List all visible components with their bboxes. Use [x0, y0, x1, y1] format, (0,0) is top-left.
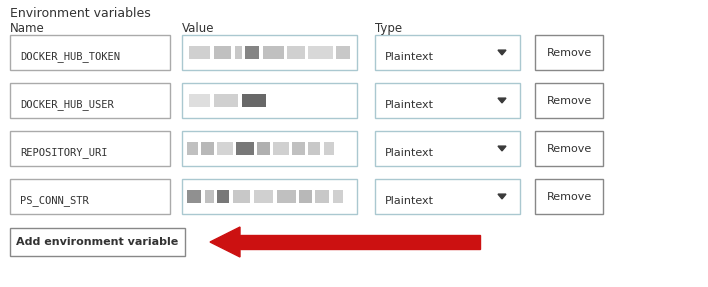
FancyBboxPatch shape: [10, 35, 170, 70]
FancyBboxPatch shape: [245, 46, 259, 59]
FancyBboxPatch shape: [234, 46, 241, 59]
FancyBboxPatch shape: [273, 142, 289, 155]
Text: Plaintext: Plaintext: [385, 148, 434, 158]
FancyBboxPatch shape: [10, 179, 170, 214]
Polygon shape: [240, 235, 480, 249]
Text: DOCKER_HUB_TOKEN: DOCKER_HUB_TOKEN: [20, 51, 120, 62]
Polygon shape: [498, 194, 506, 199]
FancyBboxPatch shape: [299, 190, 312, 203]
FancyBboxPatch shape: [535, 35, 603, 70]
FancyBboxPatch shape: [333, 190, 343, 203]
Polygon shape: [498, 98, 506, 103]
Polygon shape: [210, 227, 240, 257]
FancyBboxPatch shape: [375, 131, 520, 166]
FancyBboxPatch shape: [233, 190, 250, 203]
FancyBboxPatch shape: [375, 83, 520, 118]
FancyBboxPatch shape: [253, 190, 273, 203]
Text: Plaintext: Plaintext: [385, 100, 434, 110]
FancyBboxPatch shape: [187, 190, 201, 203]
Polygon shape: [498, 146, 506, 151]
FancyBboxPatch shape: [10, 228, 185, 256]
Text: Plaintext: Plaintext: [385, 51, 434, 61]
FancyBboxPatch shape: [336, 46, 350, 59]
FancyBboxPatch shape: [189, 46, 210, 59]
FancyBboxPatch shape: [535, 83, 603, 118]
FancyBboxPatch shape: [535, 179, 603, 214]
Text: REPOSITORY_URI: REPOSITORY_URI: [20, 147, 108, 158]
FancyBboxPatch shape: [257, 142, 270, 155]
Text: Value: Value: [182, 22, 215, 35]
FancyBboxPatch shape: [263, 46, 283, 59]
FancyBboxPatch shape: [214, 46, 231, 59]
FancyBboxPatch shape: [308, 142, 320, 155]
FancyBboxPatch shape: [214, 94, 238, 107]
Text: PS_CONN_STR: PS_CONN_STR: [20, 195, 88, 206]
FancyBboxPatch shape: [217, 190, 229, 203]
FancyBboxPatch shape: [535, 131, 603, 166]
FancyBboxPatch shape: [182, 131, 357, 166]
FancyBboxPatch shape: [308, 46, 333, 59]
FancyBboxPatch shape: [217, 142, 233, 155]
FancyBboxPatch shape: [287, 46, 304, 59]
Text: Remove: Remove: [547, 96, 592, 106]
Text: Remove: Remove: [547, 191, 592, 201]
FancyBboxPatch shape: [205, 190, 214, 203]
FancyBboxPatch shape: [375, 179, 520, 214]
FancyBboxPatch shape: [277, 190, 296, 203]
Text: Remove: Remove: [547, 144, 592, 154]
FancyBboxPatch shape: [187, 142, 198, 155]
FancyBboxPatch shape: [182, 35, 357, 70]
FancyBboxPatch shape: [182, 83, 357, 118]
FancyBboxPatch shape: [315, 190, 329, 203]
FancyBboxPatch shape: [236, 142, 253, 155]
Text: Environment variables: Environment variables: [10, 7, 151, 20]
FancyBboxPatch shape: [10, 83, 170, 118]
Polygon shape: [498, 50, 506, 55]
FancyBboxPatch shape: [182, 179, 357, 214]
Text: Name: Name: [10, 22, 45, 35]
Text: Add environment variable: Add environment variable: [16, 237, 178, 247]
Text: DOCKER_HUB_USER: DOCKER_HUB_USER: [20, 99, 114, 110]
Text: Type: Type: [375, 22, 402, 35]
FancyBboxPatch shape: [201, 142, 214, 155]
FancyBboxPatch shape: [241, 94, 266, 107]
Text: Remove: Remove: [547, 48, 592, 57]
FancyBboxPatch shape: [375, 35, 520, 70]
FancyBboxPatch shape: [292, 142, 304, 155]
Text: Plaintext: Plaintext: [385, 195, 434, 205]
FancyBboxPatch shape: [324, 142, 334, 155]
FancyBboxPatch shape: [189, 94, 210, 107]
FancyBboxPatch shape: [10, 131, 170, 166]
